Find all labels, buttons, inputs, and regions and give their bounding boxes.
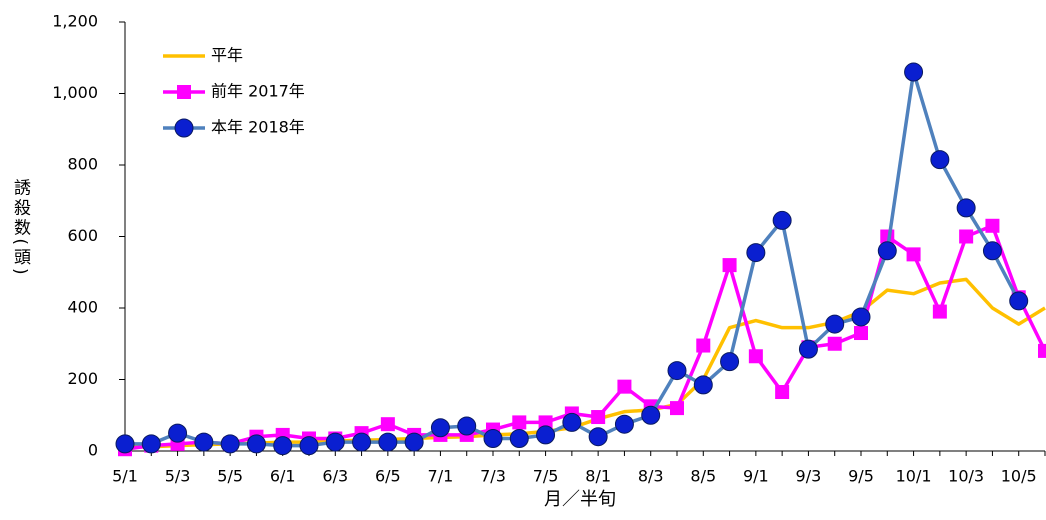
marker: [1038, 343, 1046, 358]
x-tick-label: 5/5: [217, 467, 243, 486]
marker: [352, 432, 372, 452]
marker: [538, 415, 553, 430]
marker: [985, 218, 1000, 233]
y-tick-label: 600: [67, 226, 98, 245]
marker: [246, 434, 266, 454]
marker: [115, 434, 135, 454]
marker: [932, 304, 947, 319]
x-tick-label: 8/3: [638, 467, 664, 486]
marker: [536, 425, 556, 445]
legend-label: 本年 2018年: [211, 118, 305, 137]
marker: [591, 410, 606, 425]
marker: [614, 414, 634, 434]
y-tick-label: 200: [67, 369, 98, 388]
marker: [851, 307, 871, 327]
x-tick-label: 10/3: [948, 467, 984, 486]
marker: [141, 434, 161, 454]
x-tick-label: 7/5: [533, 467, 559, 486]
marker: [273, 436, 293, 456]
marker: [693, 375, 713, 395]
marker: [746, 243, 766, 263]
marker: [512, 415, 527, 430]
marker: [748, 349, 763, 364]
marker: [877, 241, 897, 261]
marker: [617, 379, 632, 394]
legend-label: 平年: [211, 46, 243, 65]
x-tick-label: 9/5: [848, 467, 874, 486]
marker: [404, 432, 424, 452]
x-tick-label: 10/5: [1001, 467, 1037, 486]
marker: [641, 405, 661, 425]
marker: [588, 427, 608, 447]
marker: [906, 247, 921, 262]
x-tick-label: 6/5: [375, 467, 401, 486]
y-axis-label: 誘殺数(頭): [10, 178, 31, 277]
x-tick-label: 7/3: [480, 467, 506, 486]
marker: [772, 210, 792, 230]
x-tick-label: 6/1: [270, 467, 296, 486]
marker: [825, 314, 845, 334]
marker: [775, 385, 790, 400]
y-tick-label: 800: [67, 155, 98, 174]
marker: [430, 418, 450, 438]
marker: [930, 150, 950, 170]
marker: [667, 361, 687, 381]
x-tick-label: 9/1: [743, 467, 769, 486]
marker: [1009, 291, 1029, 311]
x-tick-label: 10/1: [896, 467, 932, 486]
x-axis-label: 月／半旬: [544, 489, 616, 510]
x-tick-label: 7/1: [428, 467, 454, 486]
x-tick-label: 9/3: [796, 467, 822, 486]
marker: [483, 428, 503, 448]
legend-marker: [174, 118, 194, 138]
marker: [854, 326, 868, 341]
marker: [299, 436, 319, 456]
y-tick-label: 0: [88, 441, 98, 460]
marker: [722, 258, 737, 273]
x-tick-label: 5/1: [112, 467, 138, 486]
marker: [378, 432, 398, 452]
legend-marker: [177, 85, 191, 99]
x-tick-label: 6/3: [322, 467, 348, 486]
marker: [982, 241, 1002, 261]
marker: [509, 428, 529, 448]
marker: [720, 352, 740, 372]
marker: [168, 423, 188, 443]
marker: [956, 198, 976, 218]
marker: [194, 432, 214, 452]
marker: [380, 417, 395, 432]
marker: [798, 339, 818, 359]
marker: [220, 434, 240, 454]
marker: [562, 412, 582, 432]
x-tick-label: 8/5: [690, 467, 716, 486]
marker: [670, 401, 684, 416]
marker: [904, 62, 924, 82]
y-tick-label: 400: [67, 298, 98, 317]
marker: [959, 229, 974, 244]
x-tick-label: 5/3: [165, 467, 191, 486]
marker: [696, 338, 711, 353]
marker: [457, 416, 477, 436]
y-tick-label: 1,200: [52, 12, 98, 31]
marker: [827, 336, 842, 351]
series-line: [124, 277, 1046, 450]
x-tick-label: 8/1: [585, 467, 611, 486]
marker: [325, 432, 345, 452]
y-tick-label: 1,000: [52, 83, 98, 102]
legend-label: 前年 2017年: [211, 82, 305, 101]
